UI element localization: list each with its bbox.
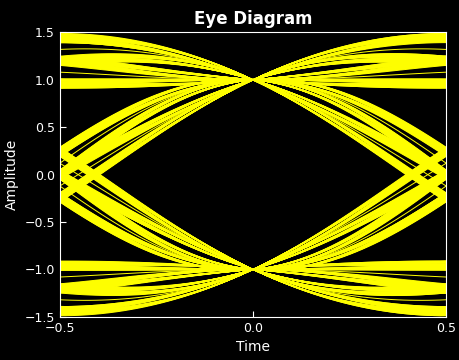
- X-axis label: Time: Time: [235, 340, 269, 354]
- Title: Eye Diagram: Eye Diagram: [193, 10, 312, 28]
- Y-axis label: Amplitude: Amplitude: [5, 139, 19, 210]
